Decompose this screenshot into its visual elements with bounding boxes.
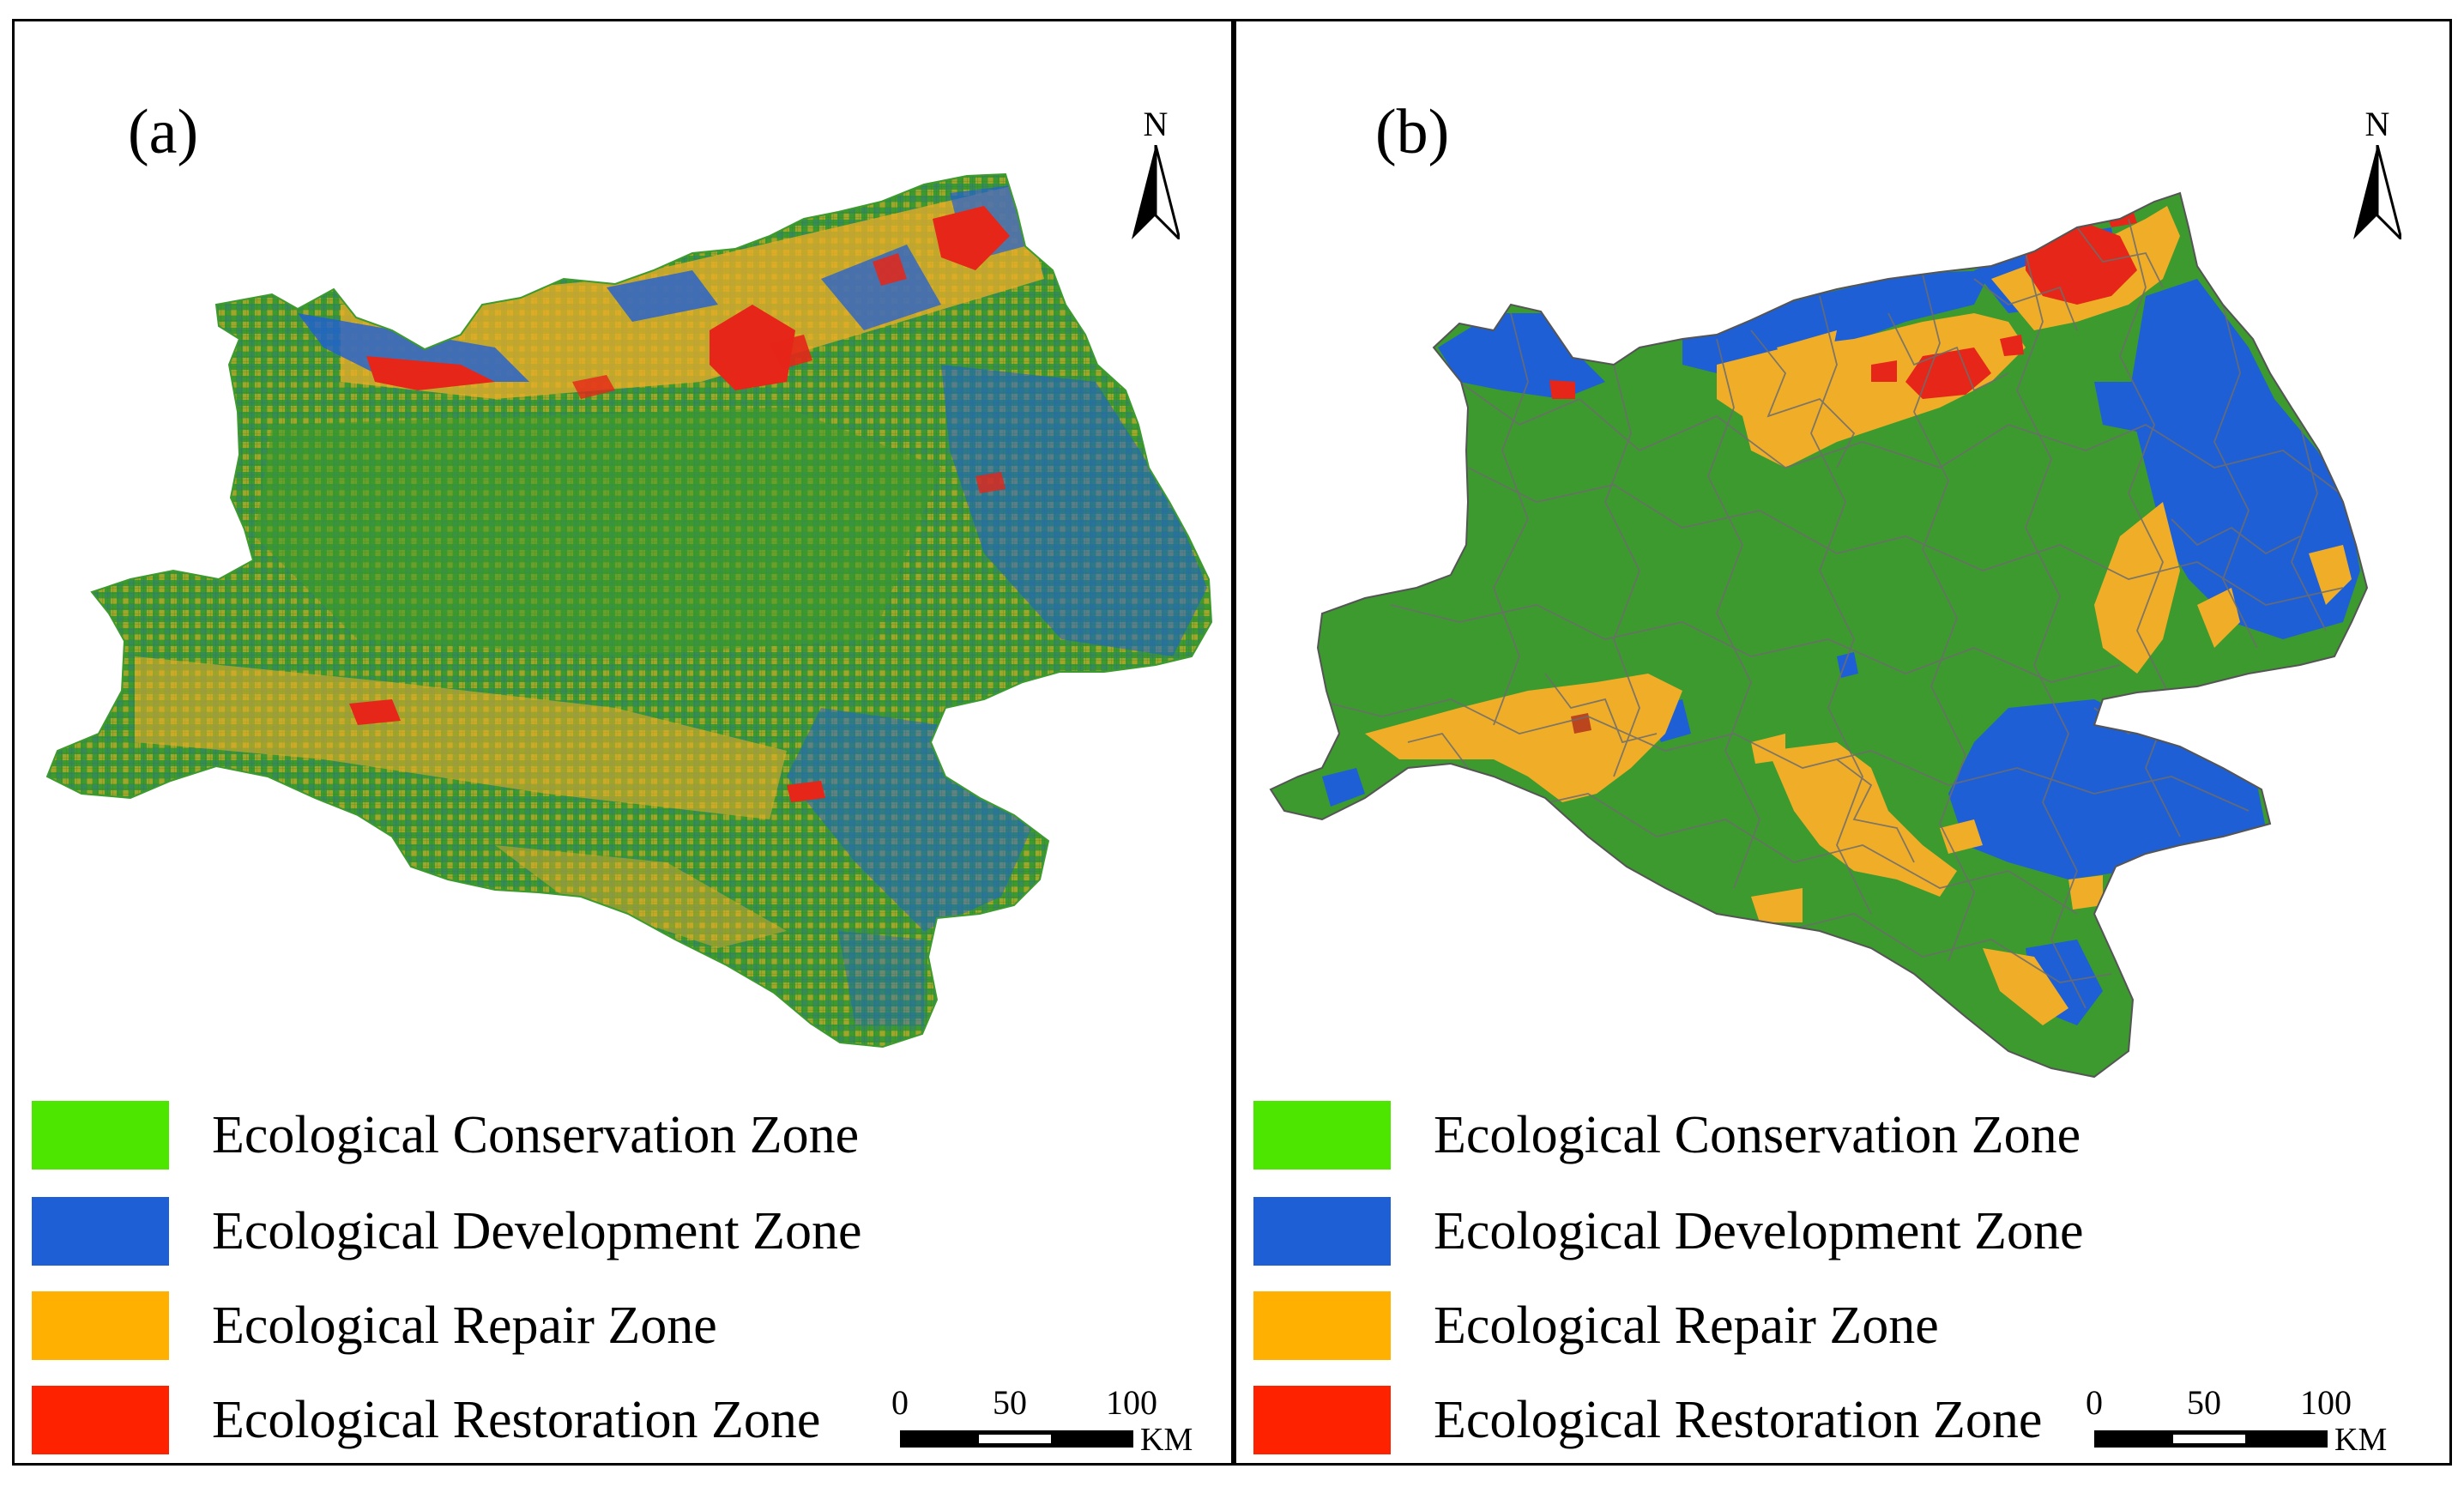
north-arrow-icon [2353,145,2401,239]
scale-tick: 100 [2300,1383,2352,1422]
zoning-map-townships [1270,192,2368,1078]
north-arrow-icon [1132,145,1180,239]
legend-swatch-development [32,1197,169,1266]
legend-item-development: Ecological Development Zone [32,1197,975,1269]
legend-item-repair: Ecological Repair Zone [32,1291,975,1363]
north-letter: N [2364,105,2390,143]
legend-label-conservation: Ecological Conservation Zone [212,1106,860,1164]
scale-tick: 100 [1106,1383,1157,1422]
legend-item-repair: Ecological Repair Zone [1253,1291,2197,1363]
scale-unit: KM [1140,1422,1193,1458]
legend-label-conservation: Ecological Conservation Zone [1434,1106,2081,1164]
scale-tick: 50 [993,1383,1027,1422]
scale-bar: 0 50 100 KM [891,1383,1231,1463]
legend-item-restoration: Ecological Restoration Zone [1253,1386,2197,1458]
legend-label-development: Ecological Development Zone [212,1202,862,1260]
legend-item-restoration: Ecological Restoration Zone [32,1386,975,1458]
scale-bar-graphic [2094,1430,2328,1448]
legend-swatch-restoration [1253,1386,1391,1454]
scale-tick: 50 [2187,1383,2221,1422]
legend-swatch-repair [1253,1291,1391,1360]
legend-label-development: Ecological Development Zone [1434,1202,2084,1260]
map-panel-b: (b) N [1234,19,2452,1466]
zoning-map-grid [46,173,1212,1048]
scale-bar: 0 50 100 KM [2086,1383,2446,1463]
legend-label-restoration: Ecological Restoration Zone [1434,1391,2043,1449]
legend-label-repair: Ecological Repair Zone [1434,1297,1939,1355]
map-panel-a: (a) N [12,19,1234,1466]
scale-tick: 0 [2086,1383,2103,1422]
legend-swatch-conservation [32,1101,169,1170]
panel-label: (b) [1375,97,1450,167]
legend-label-restoration: Ecological Restoration Zone [212,1391,821,1449]
legend-item-development: Ecological Development Zone [1253,1197,2197,1269]
legend-swatch-development [1253,1197,1391,1266]
north-letter: N [1143,105,1169,143]
scale-bar-graphic [900,1430,1133,1448]
legend-label-repair: Ecological Repair Zone [212,1297,717,1355]
scale-unit: KM [2334,1422,2388,1458]
legend-swatch-repair [32,1291,169,1360]
panel-label: (a) [128,97,199,167]
legend-item-conservation: Ecological Conservation Zone [1253,1101,2197,1173]
scale-tick: 0 [891,1383,909,1422]
legend-swatch-restoration [32,1386,169,1454]
legend-swatch-conservation [1253,1101,1391,1170]
north-arrow: N [1121,107,1190,253]
north-arrow: N [2343,107,2412,253]
legend-item-conservation: Ecological Conservation Zone [32,1101,975,1173]
